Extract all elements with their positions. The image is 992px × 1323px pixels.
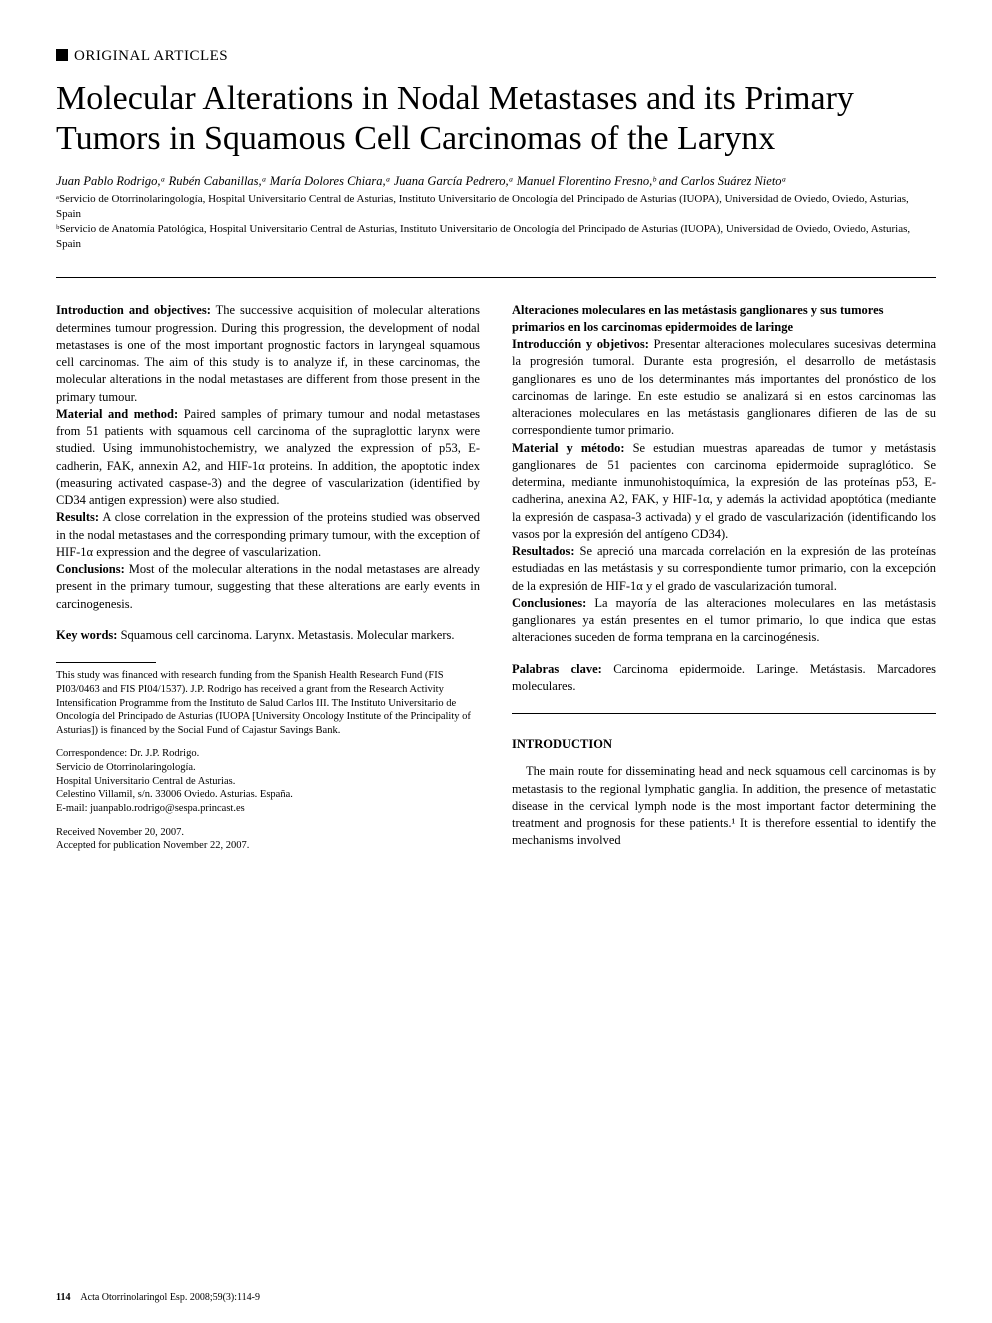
footnote-correspondence: Correspondence: Dr. J.P. Rodrigo. Servic… (56, 747, 480, 815)
abstract-en-methods-block: Material and method: Paired samples of p… (56, 406, 480, 510)
footer-citation: Acta Otorrinolaringol Esp. 2008;59(3):11… (80, 1292, 260, 1303)
abstract-en-keywords-block: Key words: Squamous cell carcinoma. Lary… (56, 627, 480, 644)
abstract-en-methods-label: Material and method: (56, 407, 178, 421)
abstract-es-results-block: Resultados: Se apreció una marcada corre… (512, 543, 936, 595)
section-label: ORIGINAL ARTICLES (56, 48, 936, 65)
abstract-en-keywords-label: Key words: (56, 628, 117, 642)
abstract-es-conclusions-block: Conclusiones: La mayoría de las alteraci… (512, 595, 936, 647)
abstract-es-conclusions-label: Conclusiones: (512, 596, 586, 610)
two-column-container: Introduction and objectives: The success… (56, 302, 936, 852)
introduction-heading: INTRODUCTION (512, 736, 936, 753)
abstract-en-results-label: Results: (56, 510, 99, 524)
abstract-es-methods-label: Material y método: (512, 441, 625, 455)
abstract-en-results-text: A close correlation in the expression of… (56, 510, 480, 559)
abstract-es-results-text: Se apreció una marcada correlación en la… (512, 544, 936, 593)
abstract-es-methods-text: Se estudian muestras apareadas de tumor … (512, 441, 936, 541)
abstract-es-keywords-block: Palabras clave: Carcinoma epidermoide. L… (512, 661, 936, 696)
affiliations: ᵃServicio de Otorrinolaringología, Hospi… (56, 192, 936, 251)
abstract-en-intro-block: Introduction and objectives: The success… (56, 302, 480, 406)
divider-bottom (512, 713, 936, 714)
article-title: Molecular Alterations in Nodal Metastase… (56, 79, 936, 159)
divider-top (56, 277, 936, 278)
abstract-es-title: Alteraciones moleculares en las metástas… (512, 302, 936, 336)
abstract-es-results-label: Resultados: (512, 544, 575, 558)
footnote-divider (56, 662, 156, 663)
abstract-en-methods-text: Paired samples of primary tumour and nod… (56, 407, 480, 507)
introduction-body: The main route for disseminating head an… (512, 763, 936, 849)
authors-line: Juan Pablo Rodrigo,ᵃ Rubén Cabanillas,ᵃ … (56, 173, 936, 190)
abstract-en-conclusions-block: Conclusions: Most of the molecular alter… (56, 561, 480, 613)
abstract-es-keywords-label: Palabras clave: (512, 662, 602, 676)
abstract-es-intro-block: Introducción y objetivos: Presentar alte… (512, 336, 936, 440)
abstract-es-intro-text: Presentar alteraciones moleculares suces… (512, 337, 936, 437)
footnote-funding: This study was financed with research fu… (56, 669, 480, 737)
abstract-es-intro-label: Introducción y objetivos: (512, 337, 649, 351)
abstract-en-conclusions-label: Conclusions: (56, 562, 125, 576)
abstract-en-keywords-text: Squamous cell carcinoma. Larynx. Metasta… (117, 628, 454, 642)
abstract-en-results-block: Results: A close correlation in the expr… (56, 509, 480, 561)
left-column: Introduction and objectives: The success… (56, 302, 480, 852)
abstract-en-intro-text: The successive acquisition of molecular … (56, 303, 480, 403)
abstract-en-intro-label: Introduction and objectives: (56, 303, 211, 317)
abstract-es-methods-block: Material y método: Se estudian muestras … (512, 440, 936, 544)
page-footer: 114 Acta Otorrinolaringol Esp. 2008;59(3… (56, 1292, 260, 1303)
page-number: 114 (56, 1292, 70, 1303)
right-column: Alteraciones moleculares en las metástas… (512, 302, 936, 852)
footnote-dates: Received November 20, 2007. Accepted for… (56, 826, 480, 853)
